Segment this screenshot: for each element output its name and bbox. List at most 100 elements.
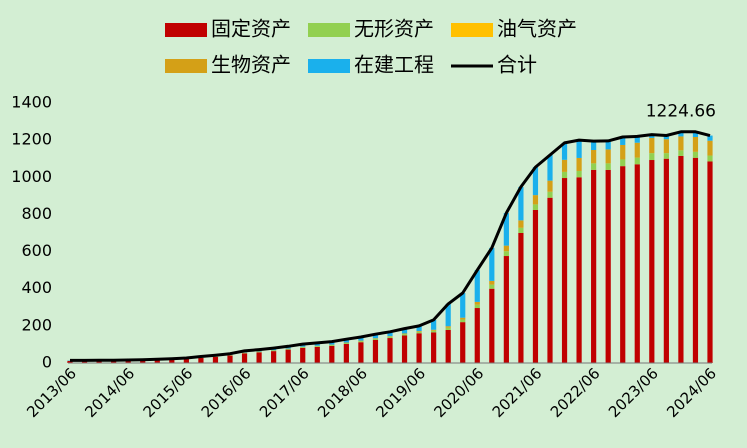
bar-segment (300, 347, 306, 348)
bar-segment (329, 341, 335, 345)
bar-segment (547, 155, 553, 181)
bar-segment (532, 209, 539, 363)
bar-segment (256, 351, 262, 353)
bar-segment (591, 149, 597, 164)
bar-segment (707, 140, 713, 156)
bar-segment (271, 351, 277, 363)
bar-segment (663, 135, 669, 140)
bar-segment (518, 227, 524, 233)
bar-segment (620, 159, 626, 167)
bar-segment (663, 139, 669, 154)
bar-segment (460, 322, 466, 363)
y-tick-label: 1200 (11, 130, 52, 149)
bar-segment (489, 247, 495, 281)
bar-segment (387, 331, 393, 337)
bar-segment (372, 338, 379, 340)
bar-segment (474, 301, 480, 305)
x-tick-label: 2013/06 (23, 364, 80, 421)
bar-segment (358, 341, 364, 343)
bar-segment (576, 170, 582, 178)
bar-segment (416, 333, 422, 363)
y-tick-label: 800 (21, 204, 52, 223)
bar-segment (401, 335, 408, 363)
bar-segment (561, 171, 568, 179)
bar-segment (241, 353, 248, 363)
bar-segment (445, 326, 451, 328)
bar-segment (329, 345, 335, 363)
bar-segment (474, 304, 480, 309)
bar-segment (605, 163, 611, 170)
legend-swatch (451, 23, 493, 37)
bar-segment (576, 177, 582, 363)
bar-segment (372, 339, 379, 363)
bar-segment (460, 319, 466, 323)
bar-segment (503, 256, 509, 363)
bar-segment (372, 338, 379, 339)
bar-segment (663, 158, 669, 363)
bar-segment (561, 142, 568, 160)
bar-segment (678, 131, 684, 137)
bar-segment (692, 136, 699, 152)
bar-segment (358, 337, 364, 341)
bar-segment (591, 141, 597, 150)
legend-swatch (308, 59, 350, 73)
bar-segment (692, 157, 699, 363)
bar-segment (620, 144, 626, 160)
bar-segment (649, 160, 655, 363)
bar-segment (649, 153, 655, 161)
legend-swatch (308, 23, 350, 37)
bar-segment (96, 360, 102, 363)
bar-segment (576, 140, 582, 158)
x-tick-label: 2017/06 (256, 364, 313, 421)
total-line (70, 130, 711, 362)
y-tick-label: 1400 (11, 93, 52, 112)
bar-segment (591, 163, 597, 170)
bar-segment (634, 164, 640, 363)
bar-segment (445, 303, 451, 327)
bar-segment (532, 167, 539, 196)
bar-segment (707, 135, 713, 141)
bar-segment (532, 204, 539, 210)
bar-segment (212, 356, 219, 363)
x-tick-label: 2014/06 (81, 364, 138, 421)
bar-segment (605, 169, 611, 363)
bar-segment (489, 280, 495, 285)
bar-segment (358, 342, 364, 363)
bar-segment (591, 169, 597, 363)
bar-segment (445, 329, 451, 363)
bar-segment (111, 360, 117, 363)
bar-segment (547, 180, 553, 192)
bar-segment (518, 233, 524, 363)
legend-label: 固定资产 (211, 17, 291, 41)
x-tick-label: 2015/06 (140, 364, 197, 421)
bar-segment (692, 151, 699, 158)
x-tick-label: 2016/06 (198, 364, 255, 421)
bar-segment (678, 155, 684, 363)
bar-segment (649, 137, 655, 154)
bar-segment (605, 149, 611, 164)
bar-segment (518, 186, 524, 221)
bar-segment (503, 245, 509, 252)
bar-segment (416, 331, 422, 332)
x-tick-label: 2023/06 (605, 364, 662, 421)
bar-segment (140, 360, 146, 363)
bar-segment (561, 178, 568, 363)
legend-label: 合计 (497, 53, 537, 77)
bar-segment (329, 345, 335, 346)
bar-segment (620, 166, 626, 363)
bar-segment (431, 330, 437, 333)
bar-segment (227, 355, 233, 363)
bar-segment (343, 343, 349, 363)
bar-segment (343, 339, 349, 343)
x-tick-label: 2018/06 (314, 364, 371, 421)
bar-segment (416, 325, 422, 332)
bar-segment (285, 348, 291, 350)
bar-segment (649, 134, 655, 138)
bar-segment (314, 346, 320, 363)
bar-segment (707, 161, 713, 363)
legend-swatch (165, 59, 207, 73)
bar-segment (343, 343, 349, 344)
bar-segment (387, 338, 393, 363)
bar-segment (518, 220, 524, 228)
